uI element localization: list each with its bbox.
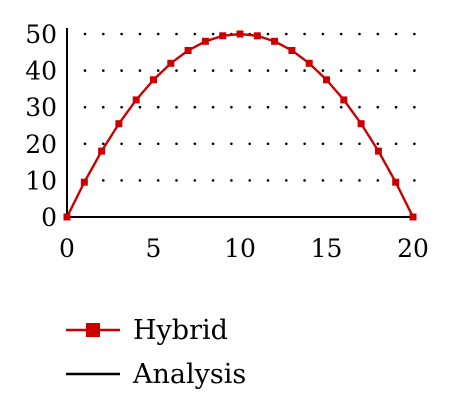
series-layer	[63, 30, 417, 221]
data-point	[271, 37, 279, 45]
y-tick-labels: 0 10 20 30 40 50	[25, 20, 57, 232]
legend-item-analysis: Analysis	[66, 359, 246, 390]
data-point	[253, 32, 261, 40]
legend-hybrid-label: Hybrid	[133, 315, 228, 346]
legend: Hybrid Analysis	[66, 315, 246, 390]
data-point	[150, 76, 157, 84]
data-point	[184, 47, 192, 54]
data-point	[374, 147, 382, 155]
data-point	[340, 96, 348, 104]
legend-hybrid-marker	[86, 323, 100, 337]
legend-analysis-label: Analysis	[132, 359, 246, 390]
y-tick-label: 30	[25, 93, 57, 122]
data-point	[63, 213, 71, 221]
series-hybrid	[63, 30, 417, 221]
x-tick-labels: 0 5 10 15 20	[59, 234, 429, 263]
y-tick-label: 10	[25, 166, 57, 195]
data-point	[392, 178, 400, 186]
y-tick-label: 0	[41, 203, 57, 232]
data-point	[201, 37, 209, 45]
data-point	[80, 178, 88, 186]
y-tick-label: 20	[25, 130, 57, 159]
x-tick-label: 10	[224, 234, 256, 263]
y-tick-label: 40	[25, 57, 57, 86]
data-point	[115, 120, 123, 128]
data-point	[288, 47, 296, 54]
data-point	[236, 30, 244, 38]
grid-line	[83, 32, 416, 36]
y-tick-label: 50	[25, 20, 57, 49]
legend-item-hybrid: Hybrid	[66, 315, 228, 346]
data-point	[357, 120, 365, 128]
grid	[83, 32, 416, 182]
data-point	[409, 213, 417, 221]
data-point	[305, 59, 313, 67]
data-point	[323, 76, 330, 84]
data-point	[98, 147, 106, 155]
grid-line	[83, 69, 416, 72]
data-point	[167, 59, 175, 67]
x-tick-label: 5	[146, 234, 162, 263]
x-tick-label: 20	[397, 234, 429, 263]
x-tick-label: 0	[59, 234, 75, 263]
grid-line	[83, 142, 416, 146]
data-point	[132, 96, 140, 104]
x-tick-label: 15	[311, 234, 343, 263]
grid-line	[83, 179, 416, 182]
data-point	[219, 32, 227, 40]
grid-line	[83, 105, 416, 109]
